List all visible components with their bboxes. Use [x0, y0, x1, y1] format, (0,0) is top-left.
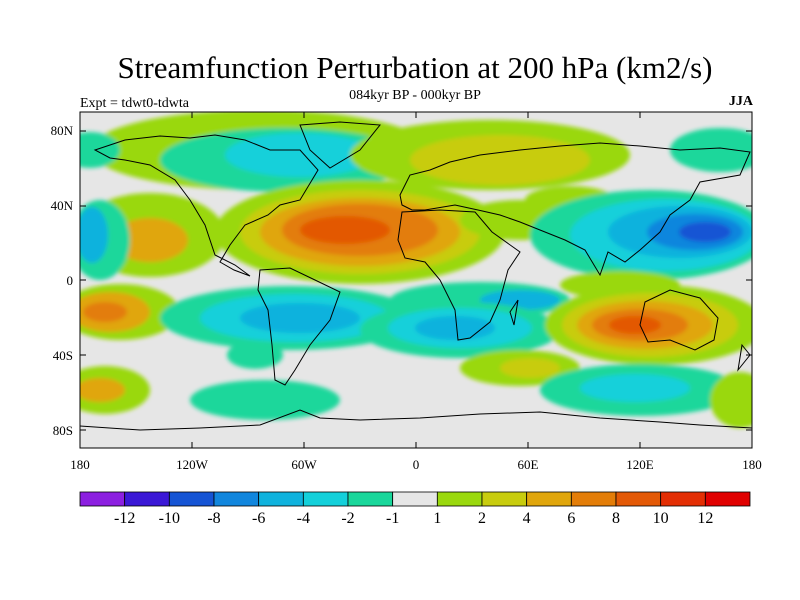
lon-tick-label: 180 — [70, 457, 90, 472]
colorbar-label: 10 — [653, 510, 669, 527]
contour-blob — [190, 380, 340, 420]
lon-axis — [79, 112, 753, 448]
colorbar-label: 8 — [612, 510, 620, 527]
colorbar-label: 4 — [523, 510, 531, 527]
lon-tick-label: 180 — [742, 457, 762, 472]
season-label: JJA — [728, 94, 753, 109]
coastline-greenland — [299, 121, 381, 169]
lon-tick-label: 60W — [291, 457, 317, 472]
lon-tick-label: 0 — [413, 457, 420, 472]
colorbar-label: 6 — [567, 510, 575, 527]
lat-tick-label: 80N — [51, 123, 74, 138]
colorbar-swatch — [347, 491, 394, 507]
coastline-new-zealand — [737, 343, 751, 372]
colorbar-swatch — [436, 491, 483, 507]
colorbar-swatch — [615, 491, 662, 507]
colorbar-label: 2 — [478, 510, 486, 527]
experiment-label: Expt = tdwt0-tdwta — [80, 96, 189, 111]
colorbar-label: -12 — [114, 510, 135, 527]
contour-blob — [227, 341, 283, 369]
coastlines — [80, 121, 752, 431]
contour-blob — [609, 316, 661, 334]
contour-blob — [710, 372, 752, 428]
contour-blob — [240, 303, 360, 333]
colorbar-label: -10 — [159, 510, 180, 527]
contour-blob — [83, 302, 127, 322]
colorbar-label: 1 — [433, 510, 441, 527]
lon-tick-label: 120E — [626, 457, 654, 472]
contour-blob — [112, 218, 188, 262]
colorbar-label: -6 — [252, 510, 265, 527]
colorbar-swatch — [704, 491, 751, 507]
contour-blob — [580, 374, 690, 402]
contour-blob — [225, 133, 375, 177]
coastline-north-america — [93, 134, 319, 277]
colorbar-swatch — [526, 491, 572, 507]
lon-tick-label: 120W — [176, 457, 209, 472]
colorbar-swatch — [392, 491, 438, 507]
contour-blob — [670, 128, 752, 172]
map-panel — [80, 112, 752, 448]
lat-tick-label: 0 — [67, 273, 74, 288]
coastline-antarctica — [80, 409, 752, 431]
colorbar-swatch — [660, 491, 706, 507]
colorbar-swatch — [302, 491, 349, 507]
colorbar-swatch — [168, 491, 215, 507]
colorbar-label: 12 — [697, 510, 713, 527]
coastline-australia — [639, 289, 719, 351]
lat-tick-label: 80S — [53, 423, 73, 438]
contour-blob — [80, 207, 108, 263]
colorbar-label: -8 — [207, 510, 220, 527]
contour-blob — [679, 222, 731, 242]
colorbar-label: -1 — [386, 510, 399, 527]
colorbar-swatch — [570, 491, 617, 507]
lat-tick-label: 40S — [53, 348, 73, 363]
colorbar-label: -4 — [297, 510, 310, 527]
contour-blob — [80, 378, 125, 402]
contour-blob — [500, 358, 560, 378]
lat-tick-label: 40N — [51, 198, 74, 213]
contour-blob — [410, 135, 590, 185]
contour-blob — [300, 216, 390, 244]
lon-tick-label: 60E — [518, 457, 539, 472]
colorbar-swatch — [481, 491, 528, 507]
coastline-eurasia — [399, 142, 751, 277]
colorbar-swatch — [79, 491, 126, 507]
contour-blob — [80, 132, 120, 168]
map-subtitle: 084kyr BP - 000kyr BP — [349, 88, 481, 103]
colorbar-label: -2 — [341, 510, 354, 527]
colorbar-swatch — [258, 491, 304, 507]
colorbar: -12 -10 -8 -6 -4 -2 -1 1 2 4 6 8 10 12 — [79, 491, 751, 527]
lat-axis — [80, 130, 752, 431]
map-title: Streamfunction Perturbation at 200 hPa (… — [117, 50, 713, 85]
coastline-africa — [397, 209, 521, 341]
colorbar-swatch — [213, 491, 260, 507]
coastline-madagascar — [509, 299, 519, 326]
coastline-south-america — [257, 267, 341, 386]
colorbar-swatch — [124, 491, 170, 507]
